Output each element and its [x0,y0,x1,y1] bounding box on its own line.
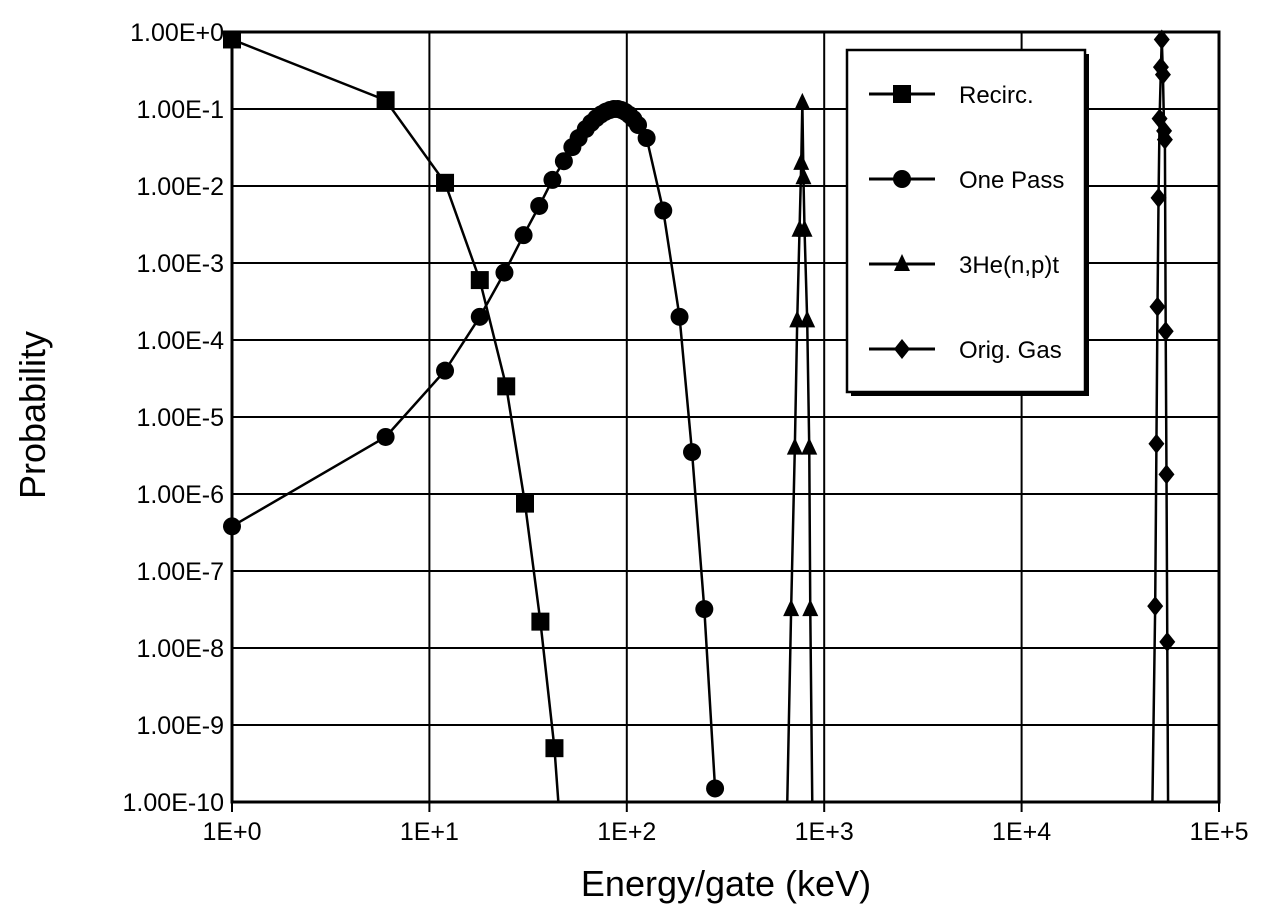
data-point [436,173,455,192]
legend-label: Orig. Gas [959,337,1062,364]
y-tick-label: 1.00E-5 [136,404,224,432]
data-point [1147,596,1164,617]
data-point [495,263,514,282]
series-layer [223,29,1176,802]
data-point [470,307,489,326]
data-point [1157,321,1174,342]
data-point [796,219,813,237]
data-point [516,494,535,513]
plot-frame [230,30,1221,804]
legend-label: Recirc. [959,82,1034,109]
y-tick-label: 1.00E-1 [136,96,224,124]
data-point [554,152,573,171]
x-tick-label: 1E+4 [992,818,1051,846]
data-point [1149,296,1166,317]
data-point [470,271,489,290]
data-point [799,310,816,328]
data-point [801,437,818,455]
y-tick-label: 1.00E+0 [130,19,224,47]
data-point [543,170,562,189]
series-line [231,38,560,802]
data-point [1154,64,1171,85]
data-point [793,152,810,170]
legend-marker [894,254,910,271]
y-tick-label: 1.00E-3 [136,250,224,278]
data-point [436,361,455,380]
data-point [497,377,516,396]
data-point [514,226,533,245]
legend-label: One Pass [959,167,1064,194]
series-line [1151,39,1170,802]
data-point [1148,433,1165,454]
data-point [794,92,811,110]
y-tick-label: 1.00E-2 [136,173,224,201]
x-tick-label: 1E+5 [1189,818,1248,846]
data-point [531,612,550,631]
series-recirc [223,30,564,802]
data-point [695,600,714,619]
legend-marker [894,339,910,359]
data-point [637,129,656,148]
data-point [530,196,549,215]
y-tick-label: 1.00E-7 [136,558,224,586]
data-point [783,599,800,617]
x-tick-label: 1E+2 [597,818,656,846]
data-point [1150,187,1167,208]
y-tick-label: 1.00E-10 [123,789,224,817]
series-3he-n-p-t [783,92,819,802]
legend-marker [893,85,911,103]
series-orig-gas [1147,29,1176,802]
data-point [545,739,564,758]
legend-label: 3He(n,p)t [959,252,1059,279]
x-axis-title: Energy/gate (keV) [581,863,871,904]
data-point [786,437,803,455]
data-point [1158,464,1175,485]
x-tick-label: 1E+0 [202,818,261,846]
series-one-pass [223,100,725,798]
legend-marker [893,170,911,188]
y-tick-label: 1.00E-8 [136,635,224,663]
legend-box [845,48,1087,394]
data-point [795,167,812,185]
y-tick-label: 1.00E-9 [136,712,224,740]
y-tick-label: 1.00E-6 [136,481,224,509]
data-point [1156,129,1173,150]
y-axis-title: Probability [12,331,53,499]
data-point [376,427,395,446]
data-point [706,779,725,798]
legend: Recirc. One Pass 3He(n,p)t Orig. Gas [845,48,1089,396]
data-point [376,91,395,110]
data-point [629,115,648,134]
data-point [1159,631,1176,652]
axes: 1.00E+0 1.00E-1 1.00E-2 1.00E-3 1.00E-4 1.00E… [123,19,1249,846]
x-tick-label: 1E+3 [795,818,854,846]
x-tick-label: 1E+1 [400,818,459,846]
data-point [654,201,673,220]
y-tick-label: 1.00E-4 [136,327,224,355]
series-line [231,107,717,789]
data-point [683,443,702,462]
data-point [802,599,819,617]
data-point [670,307,689,326]
data-point [1153,29,1170,50]
